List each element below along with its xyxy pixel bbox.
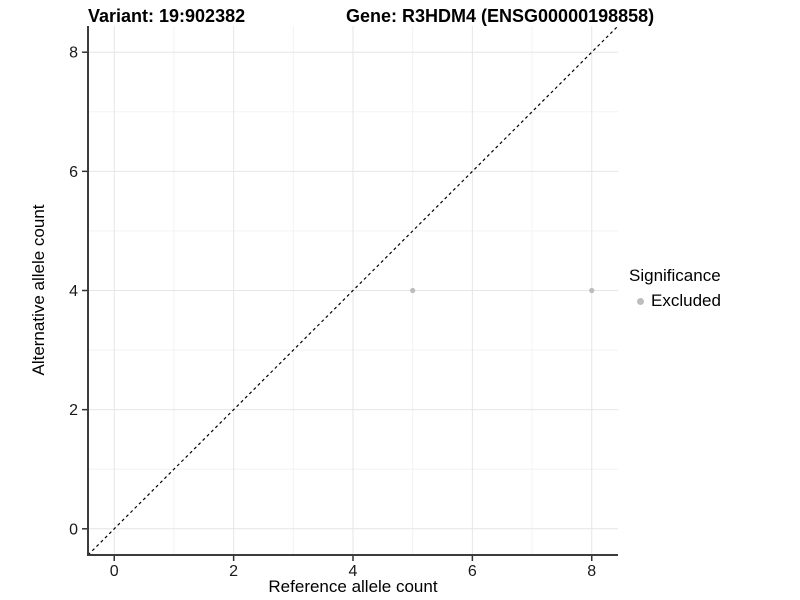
data-point <box>410 287 416 294</box>
legend-title: Significance <box>629 266 721 285</box>
identity-reference-line <box>87 25 619 556</box>
legend-item-excluded: Excluded <box>629 290 721 312</box>
excluded-dot-icon <box>636 297 644 305</box>
x-tick-label: 0 <box>110 563 119 580</box>
gene-title: Gene: R3HDM4 (ENSG00000198858) <box>346 6 655 26</box>
axis-lines <box>87 26 618 556</box>
x-tick-label: 4 <box>349 563 358 580</box>
tick-marks <box>82 51 593 561</box>
legend-key <box>629 290 651 312</box>
y-tick-label: 4 <box>69 283 78 300</box>
x-tick-label: 2 <box>229 563 238 580</box>
variant-title: Variant: 19:902382 <box>88 6 246 26</box>
y-tick-label: 8 <box>69 45 78 62</box>
identity-line <box>87 25 619 556</box>
legend: Significance Excluded <box>629 266 721 312</box>
y-axis-title: Alternative allele count <box>29 204 48 376</box>
x-tick-label: 6 <box>468 563 477 580</box>
y-tick-label: 2 <box>69 402 78 419</box>
tick-labels: 0 2 4 6 8 0 2 4 6 8 <box>69 45 596 580</box>
data-points <box>410 287 595 294</box>
y-tick-label: 6 <box>69 164 78 181</box>
y-tick-label: 0 <box>69 521 78 538</box>
x-axis-title: Reference allele count <box>268 577 438 596</box>
legend-item-label: Excluded <box>651 291 721 310</box>
data-point <box>589 287 595 294</box>
x-tick-label: 8 <box>587 563 596 580</box>
